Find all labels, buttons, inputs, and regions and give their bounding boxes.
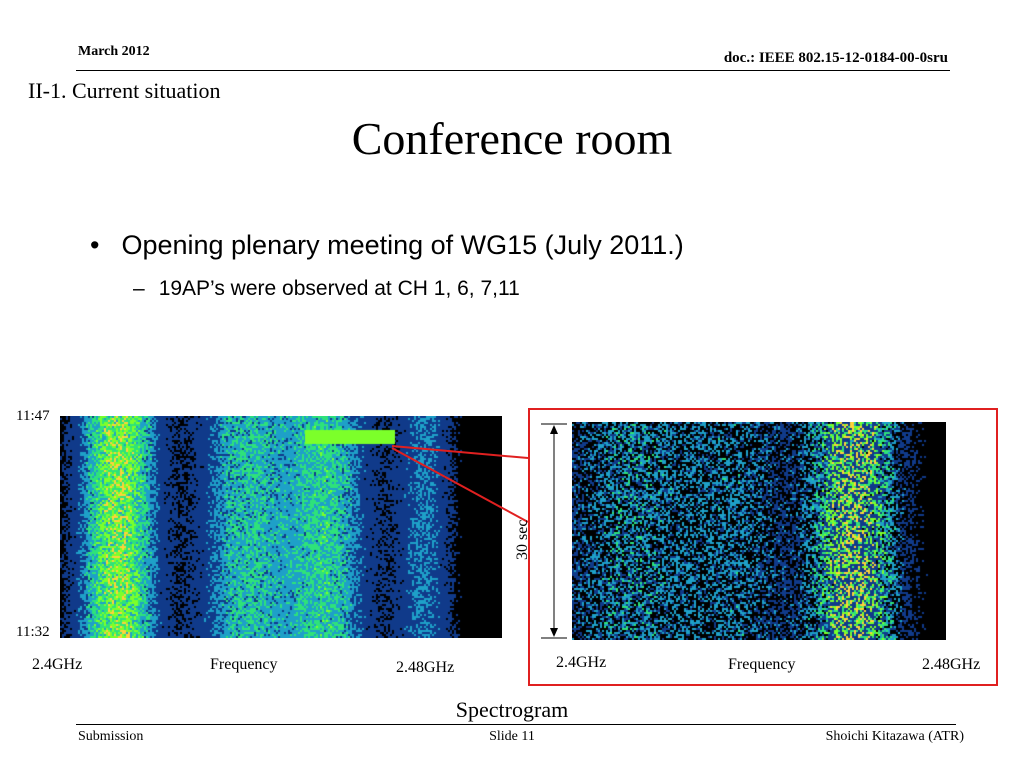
right-freq-start-label: 2.4GHz (556, 654, 607, 671)
header-doc-id: doc.: IEEE 802.15-12-0184-00-0sru (723, 50, 948, 66)
left-freq-start-label: 2.4GHz (32, 656, 83, 673)
slide-title: Conference room (351, 113, 673, 164)
header-date: March 2012 (78, 44, 150, 59)
zoom-highlight-frame (528, 408, 998, 686)
header-divider (76, 70, 950, 71)
spectrogram-full (60, 416, 502, 638)
bullet-list: • Opening plenary meeting of WG15 (July … (90, 230, 684, 301)
bullet-marker: • (90, 230, 100, 260)
spectrogram-zoomed (572, 422, 946, 640)
bullet-item: • Opening plenary meeting of WG15 (July … (90, 230, 684, 261)
footer-divider (76, 724, 956, 725)
sub-bullet-item: – 19AP’s were observed at CH 1, 6, 7,11 (133, 277, 684, 301)
footer-author: Shoichi Kitazawa (ATR) (825, 729, 964, 744)
bullet-text: Opening plenary meeting of WG15 (July 20… (121, 230, 684, 260)
left-freq-axis-label: Frequency (210, 656, 278, 673)
right-freq-axis-label: Frequency (728, 656, 796, 673)
left-freq-end-label: 2.48GHz (396, 659, 455, 676)
time-top-label: 11:47 (16, 408, 50, 424)
footer-left: Submission (78, 729, 144, 744)
section-title: II-1. Current situation (28, 78, 221, 103)
time-bottom-label: 11:32 (16, 624, 50, 640)
right-freq-end-label: 2.48GHz (922, 656, 981, 673)
sub-bullet-marker: – (133, 277, 145, 300)
footer-slide-number: Slide 11 (489, 729, 535, 744)
duration-label: 30 sec (514, 519, 531, 560)
sub-bullet-text: 19AP’s were observed at CH 1, 6, 7,11 (158, 277, 520, 300)
figure-caption: Spectrogram (455, 697, 569, 722)
